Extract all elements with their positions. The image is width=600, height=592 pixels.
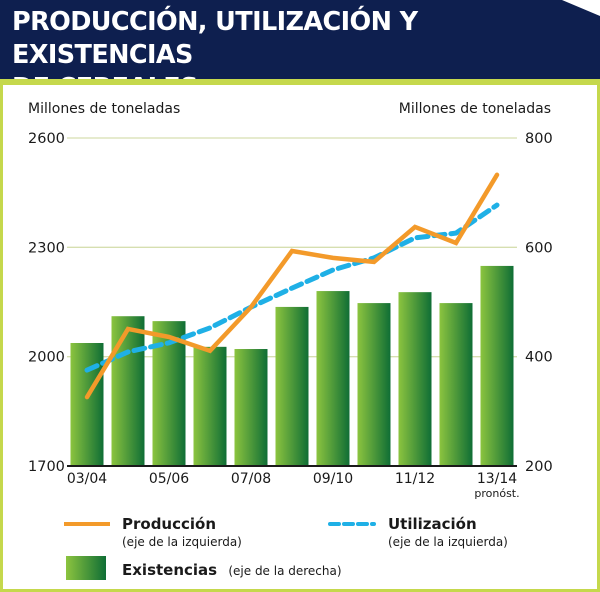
y-tick-right: 200 <box>525 459 553 475</box>
x-tick-label: 07/08 <box>231 471 271 487</box>
series-lines <box>84 172 500 400</box>
legend-production-note: (eje de la izquierda) <box>122 535 242 549</box>
left-axis-title: Millones de toneladas <box>28 101 180 117</box>
x-tick-label: 03/04 <box>67 471 107 487</box>
legend-stocks-note: (eje de la derecha) <box>228 564 341 578</box>
legend: Producción (eje de la izquierda) Utiliza… <box>64 515 508 580</box>
stocks-bar <box>275 306 309 466</box>
y-tick-left: 2000 <box>28 350 65 366</box>
legend-item-production: Producción (eje de la izquierda) <box>64 515 242 549</box>
chart-title: PRODUCCIÓN, UTILIZACIÓN Y EXISTENCIAS DE… <box>12 6 572 79</box>
stocks-bar <box>357 303 391 466</box>
y-tick-right: 400 <box>525 350 553 366</box>
chart-title-line-2: DE CEREALES <box>12 72 572 79</box>
y-tick-right: 800 <box>525 131 553 147</box>
stocks-bar <box>193 346 227 466</box>
y-tick-left: 1700 <box>28 459 65 475</box>
legend-item-utilization: Utilización (eje de la izquierda) <box>328 515 508 549</box>
y-tick-left: 2300 <box>28 240 65 256</box>
chart-title-line-1: PRODUCCIÓN, UTILIZACIÓN Y EXISTENCIAS <box>12 7 418 70</box>
stocks-bar <box>480 265 514 466</box>
y-tick-left: 2600 <box>28 131 65 147</box>
y-ticks: 2600 800 2300 600 2000 400 1700 200 <box>28 131 553 475</box>
stocks-bar <box>439 303 473 466</box>
legend-stocks-name: Existencias <box>122 561 217 579</box>
chart-header: PRODUCCIÓN, UTILIZACIÓN Y EXISTENCIAS DE… <box>0 0 600 79</box>
x-tick-label: 11/12 <box>395 471 435 487</box>
stocks-bar <box>398 292 432 466</box>
legend-stocks-label: Existencias (eje de la derecha) <box>122 561 342 579</box>
forecast-note: pronóst. <box>474 487 519 500</box>
x-tick-label: 05/06 <box>149 471 189 487</box>
stocks-bar-swatch <box>66 556 106 580</box>
y-tick-right: 600 <box>525 240 553 256</box>
stocks-bar <box>316 291 350 466</box>
x-tick-label: 13/14 <box>477 471 517 487</box>
legend-utilization-label: Utilización <box>388 515 477 533</box>
stocks-bars <box>70 265 514 466</box>
x-tick-label: 09/10 <box>313 471 353 487</box>
stocks-bar <box>234 349 268 466</box>
legend-utilization-note: (eje de la izquierda) <box>388 535 508 549</box>
stocks-bar <box>70 343 104 466</box>
legend-item-stocks: Existencias (eje de la derecha) <box>66 556 342 580</box>
stocks-bar <box>111 316 145 466</box>
right-axis-title: Millones de toneladas <box>399 101 551 117</box>
legend-production-label: Producción <box>122 515 216 533</box>
